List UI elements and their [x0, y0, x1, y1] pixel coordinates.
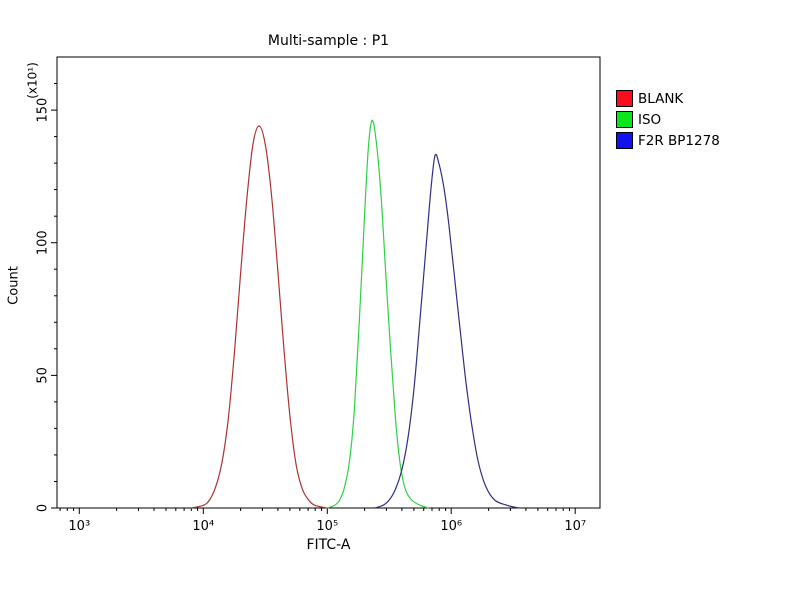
x-tick-label: 10⁶ — [440, 519, 462, 534]
legend-label-iso: ISO — [638, 111, 662, 128]
series-curve-iso — [327, 119, 430, 509]
legend-item-iso: ISO — [616, 111, 720, 128]
y-tick-label: 100 — [36, 230, 51, 255]
legend: BLANK ISO F2R BP1278 — [616, 90, 720, 153]
legend-item-f2r: F2R BP1278 — [616, 132, 720, 149]
x-tick-label: 10³ — [68, 519, 90, 534]
x-tick-label: 10⁵ — [316, 519, 338, 534]
x-tick-label: 10⁴ — [192, 519, 214, 534]
chart-title: Multi-sample : P1 — [267, 33, 390, 49]
plot-frame — [56, 56, 601, 509]
legend-label-blank: BLANK — [638, 90, 684, 107]
series-curve-blank — [190, 125, 328, 509]
x-axis-label: FITC-A — [306, 537, 351, 553]
y-tick-label: 50 — [36, 367, 51, 384]
legend-swatch-f2r — [616, 132, 633, 149]
y-axis-label: Count — [6, 266, 22, 305]
y-axis-multiplier: (x10¹) — [25, 62, 40, 99]
legend-label-f2r: F2R BP1278 — [638, 132, 720, 149]
y-tick-label: 0 — [36, 504, 51, 512]
y-tick-label: 150 — [36, 98, 51, 123]
legend-swatch-blank — [616, 90, 633, 107]
x-tick-label: 10⁷ — [564, 519, 586, 534]
legend-swatch-iso — [616, 111, 633, 128]
series-curve-f2r-bp1278 — [374, 153, 520, 509]
legend-item-blank: BLANK — [616, 90, 720, 107]
